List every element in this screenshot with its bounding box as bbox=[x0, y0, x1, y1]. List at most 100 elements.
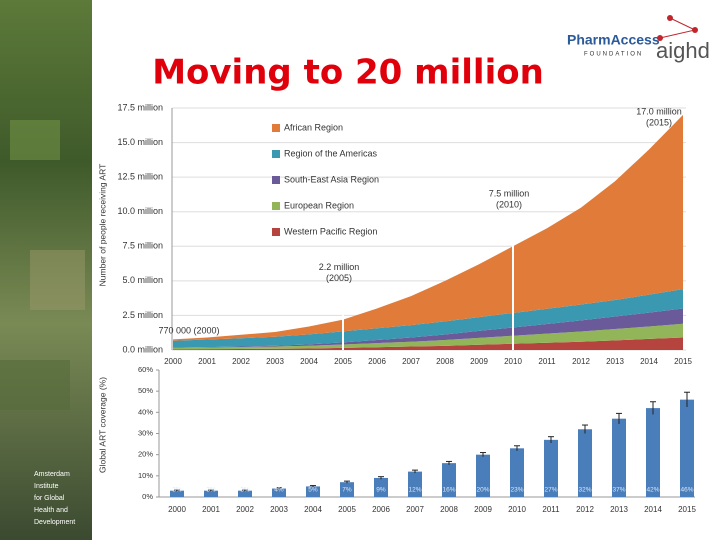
y-axis-label: Number of people receiving ART bbox=[97, 164, 107, 287]
bar bbox=[476, 454, 490, 497]
y-tick-label: 30% bbox=[138, 428, 153, 437]
sidebar-line: Health and bbox=[34, 507, 68, 514]
x-tick-label: 2001 bbox=[202, 505, 220, 514]
value-label: 12% bbox=[408, 487, 421, 494]
x-tick-label: 2005 bbox=[334, 357, 352, 366]
x-tick-label: 2007 bbox=[406, 505, 424, 514]
annotation: (2005) bbox=[326, 273, 352, 283]
x-tick-label: 2009 bbox=[470, 357, 488, 366]
photo-detail bbox=[30, 250, 85, 310]
bar bbox=[544, 439, 558, 497]
value-label: 27% bbox=[544, 487, 557, 494]
logo-name: PharmAccess bbox=[567, 32, 660, 48]
area bbox=[173, 114, 683, 341]
x-tick-label: 2006 bbox=[368, 357, 386, 366]
y-tick-label: 20% bbox=[138, 450, 153, 459]
bar bbox=[306, 486, 320, 497]
annotation: 7.5 million bbox=[489, 189, 530, 199]
value-label: 23% bbox=[510, 487, 523, 494]
x-tick-label: 2009 bbox=[474, 505, 492, 514]
x-tick-label: 2006 bbox=[372, 505, 390, 514]
x-tick-label: 2001 bbox=[198, 357, 216, 366]
annotation: 17.0 million bbox=[636, 106, 682, 116]
value-label: 16% bbox=[442, 487, 455, 494]
x-tick-label: 2014 bbox=[644, 505, 662, 514]
legend-label: South-East Asia Region bbox=[284, 174, 379, 184]
x-tick-label: 2015 bbox=[678, 505, 696, 514]
bar bbox=[238, 490, 252, 497]
value-label: 7% bbox=[342, 487, 352, 494]
x-tick-label: 2014 bbox=[640, 357, 658, 366]
photo-detail bbox=[0, 360, 70, 410]
sidebar-line: for Global bbox=[34, 495, 65, 502]
bar bbox=[272, 488, 286, 497]
bar bbox=[612, 418, 626, 497]
bar bbox=[442, 463, 456, 497]
x-tick-label: 2010 bbox=[508, 505, 526, 514]
y-tick-label: 12.5 million bbox=[117, 172, 163, 182]
value-label: 3% bbox=[206, 487, 216, 494]
y-tick-label: 0% bbox=[142, 492, 153, 501]
y-tick-label: 0.0 million bbox=[122, 344, 163, 354]
x-tick-label: 2004 bbox=[300, 357, 318, 366]
value-label: 46% bbox=[680, 487, 693, 494]
area bbox=[173, 289, 683, 348]
bar bbox=[204, 490, 218, 497]
x-tick-label: 2008 bbox=[440, 505, 458, 514]
sidebar-text: Amsterdam Institute for Global Health and De… bbox=[34, 471, 75, 526]
annotation: (2015) bbox=[646, 117, 672, 127]
photo-detail bbox=[10, 120, 60, 160]
value-label: 32% bbox=[578, 487, 591, 494]
value-label: 3% bbox=[172, 487, 182, 494]
legend-swatch bbox=[272, 176, 280, 184]
y-axis-label: Global ART coverage (%) bbox=[97, 377, 107, 473]
value-label: 5% bbox=[308, 487, 318, 494]
annotation: 2.2 million bbox=[319, 262, 360, 272]
x-tick-label: 2000 bbox=[164, 357, 182, 366]
annotation: (2010) bbox=[496, 200, 522, 210]
x-tick-label: 2013 bbox=[610, 505, 628, 514]
y-tick-label: 2.5 million bbox=[122, 310, 163, 320]
bar bbox=[408, 471, 422, 497]
bar bbox=[374, 477, 388, 497]
annotation: 770 000 (2000) bbox=[158, 325, 219, 335]
logo-lines bbox=[659, 17, 697, 39]
value-label: 4% bbox=[274, 487, 284, 494]
legend-label: Western Pacific Region bbox=[284, 226, 377, 236]
bar bbox=[340, 482, 354, 497]
x-tick-label: 2011 bbox=[538, 357, 556, 366]
area bbox=[173, 323, 683, 350]
x-tick-label: 2003 bbox=[266, 357, 284, 366]
x-tick-label: 2012 bbox=[572, 357, 590, 366]
y-tick-label: 17.5 million bbox=[117, 102, 163, 112]
legend-swatch bbox=[272, 228, 280, 236]
x-tick-label: 2015 bbox=[674, 357, 692, 366]
sidebar-line: Institute bbox=[34, 483, 59, 490]
x-tick-label: 2008 bbox=[436, 357, 454, 366]
y-tick-label: 10.0 million bbox=[117, 206, 163, 216]
y-tick-label: 5.0 million bbox=[122, 275, 163, 285]
x-tick-label: 2003 bbox=[270, 505, 288, 514]
x-tick-label: 2002 bbox=[232, 357, 250, 366]
y-tick-label: 60% bbox=[138, 365, 153, 374]
y-tick-label: 15.0 million bbox=[117, 137, 163, 147]
x-tick-label: 2002 bbox=[236, 505, 254, 514]
partner-logo: aighd bbox=[656, 38, 710, 63]
y-tick-label: 50% bbox=[138, 386, 153, 395]
x-tick-label: 2000 bbox=[168, 505, 186, 514]
area bbox=[173, 308, 683, 348]
value-label: 42% bbox=[646, 487, 659, 494]
y-tick-label: 40% bbox=[138, 407, 153, 416]
legend-label: European Region bbox=[284, 200, 354, 210]
value-label: 20% bbox=[476, 487, 489, 494]
sidebar-line: Amsterdam bbox=[34, 471, 70, 478]
bar bbox=[578, 429, 592, 497]
legend-swatch bbox=[272, 150, 280, 158]
legend-label: Region of the Americas bbox=[284, 148, 378, 158]
x-tick-label: 2005 bbox=[338, 505, 356, 514]
x-tick-label: 2013 bbox=[606, 357, 624, 366]
sidebar-line: Development bbox=[34, 519, 75, 526]
x-tick-label: 2012 bbox=[576, 505, 594, 514]
x-tick-label: 2004 bbox=[304, 505, 322, 514]
